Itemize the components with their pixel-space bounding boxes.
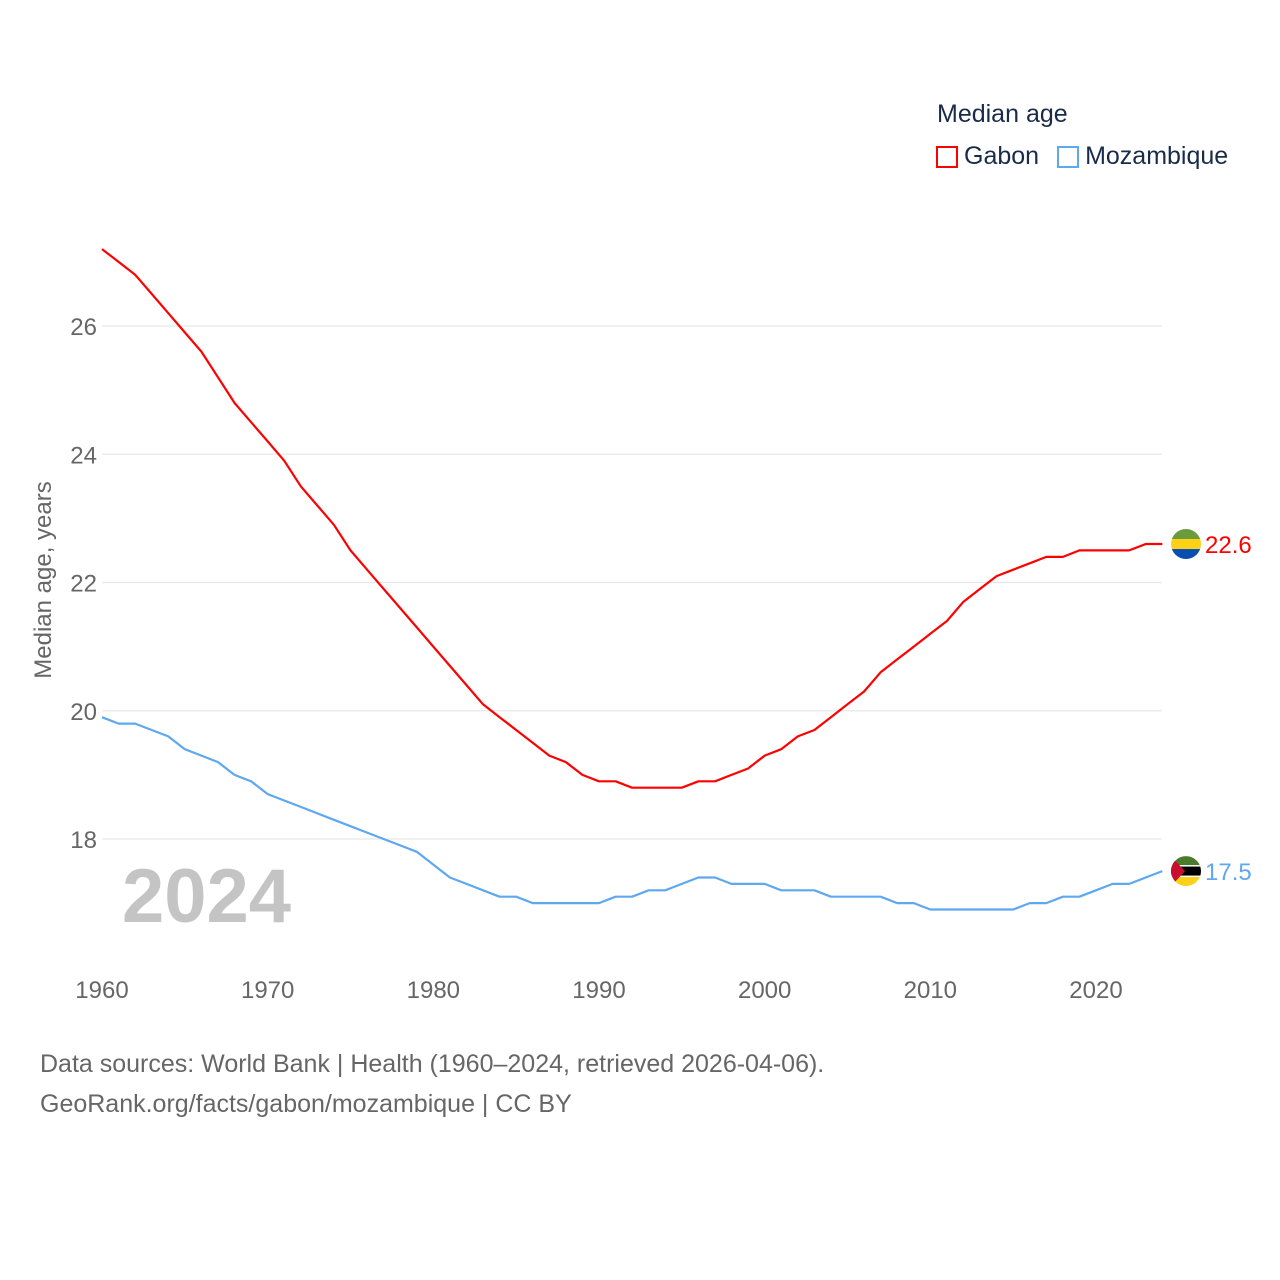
end-value-label: 22.6 [1205,532,1252,559]
x-tick-label: 2020 [1069,977,1122,1004]
series-line-gabon [101,248,1163,789]
x-tick-label: 2000 [738,977,791,1004]
legend-label: Mozambique [1085,142,1229,170]
legend-item-mozambique[interactable]: Mozambique [1057,142,1228,171]
mozambique-swatch [1057,145,1080,168]
data-source-text: Data sources: World Bank | Health (1960–… [40,1050,825,1078]
x-tick-label: 1990 [572,977,625,1004]
legend-title: Median age [937,100,1068,128]
y-tick-label: 24 [70,442,97,469]
y-tick-label: 22 [70,571,97,598]
y-tick-label: 18 [70,827,97,854]
legend-label: Gabon [964,142,1040,170]
y-tick-label: 26 [70,314,97,341]
attribution-link[interactable]: GeoRank.org/facts/gabon/mozambique | CC … [40,1090,572,1118]
x-tick-label: 1970 [241,977,294,1004]
y-axis-label: Median age, years [30,481,57,678]
x-tick-label: 1960 [75,977,128,1004]
gabon-swatch [936,145,958,168]
gabon-flag-icon [1171,529,1201,560]
x-tick-label: 2010 [904,977,957,1004]
y-tick-label: 20 [70,699,97,726]
legend-item-gabon[interactable]: Gabon [936,142,1039,171]
legend: Gabon Mozambique [936,142,1228,171]
mozambique-flag-icon [1171,856,1201,887]
end-value-label: 17.5 [1205,859,1252,886]
x-tick-label: 1980 [407,977,460,1004]
year-watermark: 2024 [122,854,291,939]
footer: Data sources: World Bank | Health (1960–… [40,1044,824,1124]
series-line-mozambique [101,716,1163,911]
